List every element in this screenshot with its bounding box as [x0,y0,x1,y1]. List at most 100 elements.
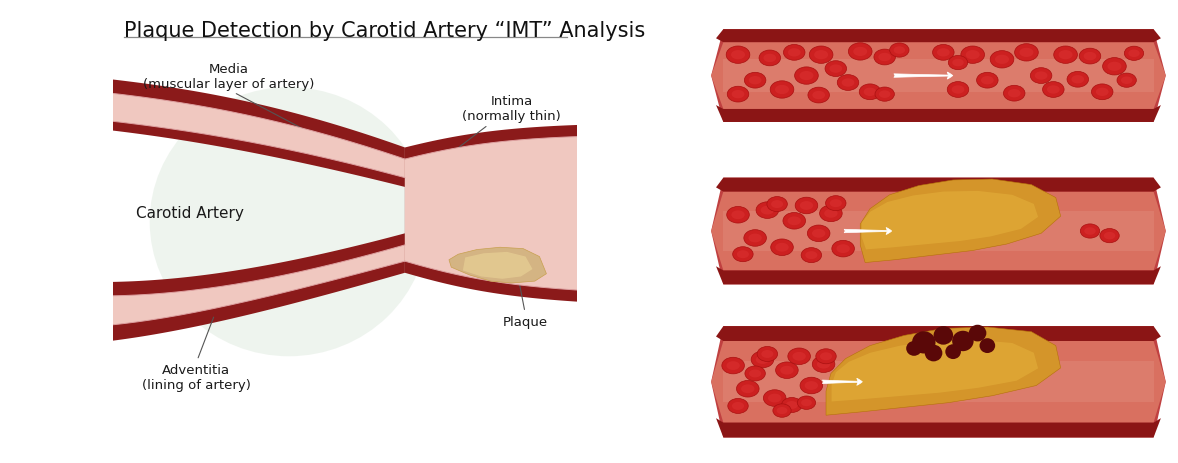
Polygon shape [99,245,405,326]
Ellipse shape [1117,74,1137,88]
Ellipse shape [733,247,753,262]
Ellipse shape [1054,47,1078,64]
Ellipse shape [757,347,777,362]
Ellipse shape [773,404,792,417]
Ellipse shape [947,82,968,98]
Ellipse shape [879,91,891,99]
Ellipse shape [775,86,789,95]
Ellipse shape [1121,77,1132,85]
Ellipse shape [838,75,859,91]
Ellipse shape [879,54,891,62]
Ellipse shape [781,398,802,413]
Ellipse shape [783,45,805,61]
Polygon shape [99,79,405,188]
Polygon shape [716,106,1160,123]
Ellipse shape [749,77,761,85]
Ellipse shape [814,51,828,60]
Ellipse shape [1004,86,1025,102]
Polygon shape [405,125,600,303]
Polygon shape [716,418,1160,438]
Ellipse shape [836,245,849,253]
Polygon shape [723,362,1153,402]
Ellipse shape [752,351,774,368]
Text: Adventitia
(lining of artery): Adventitia (lining of artery) [141,318,251,391]
Polygon shape [712,341,1166,423]
Ellipse shape [150,88,428,357]
Ellipse shape [1043,82,1064,98]
Ellipse shape [763,55,776,63]
Circle shape [980,338,995,353]
Polygon shape [716,326,1160,341]
Polygon shape [99,234,405,343]
Ellipse shape [808,88,829,104]
Ellipse shape [743,230,767,247]
Ellipse shape [1059,51,1072,60]
Polygon shape [716,267,1160,285]
Ellipse shape [829,65,842,74]
Ellipse shape [966,51,980,60]
Ellipse shape [812,230,826,238]
Ellipse shape [1129,50,1140,58]
Ellipse shape [813,92,825,100]
Ellipse shape [800,202,813,210]
Ellipse shape [826,196,846,211]
Ellipse shape [770,81,794,99]
Ellipse shape [736,381,759,397]
Ellipse shape [732,91,744,99]
Ellipse shape [948,56,967,70]
Circle shape [912,332,935,354]
Ellipse shape [748,234,762,243]
Ellipse shape [800,72,814,81]
Ellipse shape [813,356,835,373]
Ellipse shape [1067,72,1088,88]
Ellipse shape [829,200,842,208]
Ellipse shape [1019,49,1033,58]
Ellipse shape [744,366,766,381]
Ellipse shape [1124,47,1144,61]
Ellipse shape [1107,63,1121,72]
Ellipse shape [1047,86,1060,94]
Polygon shape [712,178,1166,285]
Ellipse shape [732,402,744,410]
Polygon shape [405,137,600,292]
Ellipse shape [1072,76,1084,84]
Ellipse shape [805,382,818,390]
Circle shape [906,341,922,356]
Ellipse shape [875,88,894,102]
Ellipse shape [801,399,812,407]
Ellipse shape [952,60,964,67]
Ellipse shape [772,200,783,209]
Ellipse shape [727,362,740,370]
Ellipse shape [775,362,799,379]
Polygon shape [716,30,1160,43]
Ellipse shape [1014,44,1038,62]
Ellipse shape [761,206,774,215]
Ellipse shape [1092,85,1113,100]
Text: Media
(muscular layer of artery): Media (muscular layer of artery) [143,63,315,131]
Polygon shape [463,252,532,279]
Ellipse shape [744,73,766,89]
Ellipse shape [1100,229,1119,243]
Ellipse shape [788,49,801,57]
Ellipse shape [894,47,905,55]
Ellipse shape [756,202,779,219]
Ellipse shape [1096,88,1108,97]
Polygon shape [723,212,1153,251]
Ellipse shape [788,217,801,225]
Ellipse shape [763,390,786,407]
Ellipse shape [788,348,810,365]
Ellipse shape [759,51,781,67]
Ellipse shape [937,49,949,57]
Ellipse shape [770,239,793,256]
Ellipse shape [783,213,806,230]
Ellipse shape [732,51,744,60]
Ellipse shape [874,50,895,66]
Ellipse shape [806,251,818,260]
Ellipse shape [756,356,769,364]
Polygon shape [99,93,405,178]
Ellipse shape [889,44,909,58]
Circle shape [968,325,986,342]
Ellipse shape [793,352,806,361]
Ellipse shape [727,87,749,103]
Ellipse shape [977,73,998,89]
